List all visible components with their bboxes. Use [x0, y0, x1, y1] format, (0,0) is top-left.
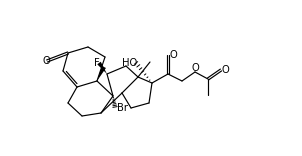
Text: O: O: [191, 63, 199, 73]
Text: Br: Br: [117, 103, 128, 113]
Text: O: O: [169, 50, 177, 60]
Text: F: F: [94, 58, 100, 68]
Text: HO: HO: [122, 58, 137, 68]
Polygon shape: [97, 62, 107, 74]
Text: O: O: [42, 56, 50, 66]
Polygon shape: [97, 66, 106, 81]
Text: O: O: [221, 65, 229, 75]
